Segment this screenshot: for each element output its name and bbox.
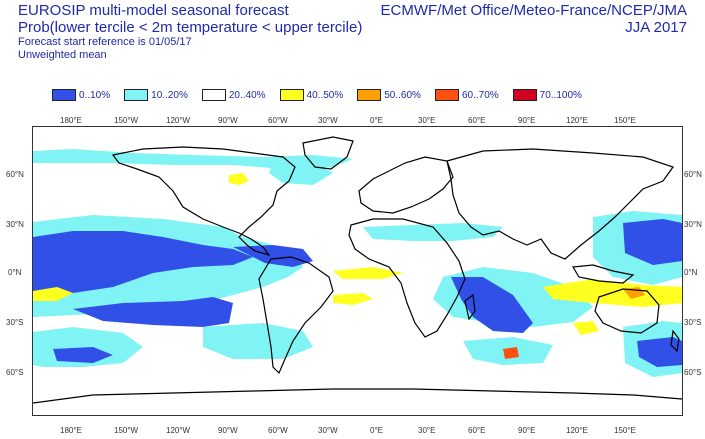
lat-tick-right: 30°S (684, 318, 702, 327)
lat-tick-left: 30°S (6, 318, 24, 327)
legend-item: 70..100% (512, 89, 582, 101)
shade-blue (33, 231, 253, 295)
lon-tick-bottom: 150°E (614, 426, 636, 435)
legend-item: 60..70% (434, 89, 499, 101)
lon-tick-bottom: 180°E (60, 426, 82, 435)
lat-tick-left: 60°S (6, 368, 24, 377)
coastline-new-zealand (670, 329, 680, 353)
shade-blue (451, 277, 533, 333)
coastlines (33, 136, 682, 404)
legend-label: 0..10% (79, 89, 111, 101)
probability-shading (33, 149, 682, 377)
lat-tick-right: 60°N (684, 170, 702, 179)
shade-yellow (333, 267, 403, 279)
legend-label: 20..40% (228, 89, 266, 101)
coastline-madagascar (464, 293, 476, 321)
lat-tick-right: 0°N (684, 268, 698, 277)
lon-tick-top: 30°W (318, 116, 338, 125)
legend-swatch (279, 89, 304, 101)
coastline-greenland (302, 136, 354, 170)
coastline-australia (594, 288, 660, 334)
shade-yellow (573, 321, 599, 335)
season-label: JJA 2017 (625, 19, 687, 36)
legend-item: 0..10% (52, 89, 110, 101)
lon-tick-bottom: 90°W (218, 426, 238, 435)
legend-swatch (512, 89, 537, 101)
map-svg (33, 136, 682, 404)
legend-swatch (201, 89, 226, 101)
lon-tick-bottom: 0°E (370, 426, 383, 435)
coastline-antarctica (33, 388, 682, 404)
lon-tick-bottom: 120°E (566, 426, 588, 435)
lon-tick-top: 90°E (518, 116, 536, 125)
lon-tick-bottom: 90°E (518, 426, 536, 435)
lat-tick-right: 60°S (684, 368, 702, 377)
lon-tick-top: 120°E (566, 116, 588, 125)
color-legend: 0..10% 10..20% 20..40% 40..50% 50..60% 6… (52, 89, 596, 101)
coastline-europe (358, 156, 454, 214)
forecast-reference: Forecast start reference is 01/05/17 (18, 36, 192, 48)
coastline-north-america (111, 146, 296, 257)
shade-blue (623, 219, 682, 265)
coastline-indonesia (571, 264, 635, 284)
lon-tick-top: 60°W (268, 116, 288, 125)
shade-yellow (333, 293, 373, 305)
legend-swatch (357, 89, 382, 101)
shade-blue (73, 297, 233, 327)
title-right: ECMWF/Met Office/Meteo-France/NCEP/JMA J… (381, 2, 687, 36)
legend-swatch (52, 89, 76, 101)
lat-tick-left: 0°N (8, 268, 22, 277)
lon-tick-bottom: 120°W (166, 426, 191, 435)
legend-swatch (434, 89, 459, 101)
shade-cyan (363, 223, 503, 241)
weighting-note: Unweighted mean (18, 49, 107, 61)
lon-tick-bottom: 30°E (418, 426, 436, 435)
lon-tick-top: 150°W (114, 116, 139, 125)
centres-label: ECMWF/Met Office/Meteo-France/NCEP/JMA (380, 2, 687, 19)
shade-cyan (203, 323, 313, 359)
shade-yellow (229, 173, 249, 185)
shade-blue (53, 347, 113, 363)
legend-label: 10..20% (151, 89, 188, 101)
lon-tick-bottom: 60°E (468, 426, 486, 435)
shade-red (503, 347, 519, 359)
lat-tick-left: 60°N (6, 170, 24, 179)
title-block: EUROSIP multi-model seasonal forecast Pr… (18, 2, 362, 62)
legend-label: 70..100% (539, 89, 582, 101)
lon-tick-top: 90°W (218, 116, 238, 125)
map-panel (32, 126, 683, 416)
map-subtitle: Prob(lower tercile < 2m temperature < up… (18, 19, 363, 36)
legend-item: 20..40% (201, 89, 266, 101)
lon-tick-top: 30°E (418, 116, 436, 125)
lon-tick-top: 150°E (614, 116, 636, 125)
lon-tick-bottom: 30°W (318, 426, 338, 435)
legend-label: 40..50% (306, 89, 344, 101)
lat-tick-right: 30°N (684, 220, 702, 229)
lon-tick-top: 180°E (60, 116, 82, 125)
shade-yellow (33, 287, 73, 301)
lon-tick-top: 60°E (468, 116, 486, 125)
legend-label: 60..70% (461, 89, 499, 101)
legend-swatch (124, 89, 149, 101)
map-title: EUROSIP multi-model seasonal forecast (18, 2, 289, 19)
lat-tick-left: 30°N (6, 220, 24, 229)
legend-item: 10..20% (124, 89, 188, 101)
legend-item: 40..50% (279, 89, 344, 101)
lon-tick-top: 120°W (166, 116, 191, 125)
coastline-asia (446, 148, 674, 260)
lon-tick-top: 0°E (370, 116, 383, 125)
lon-tick-bottom: 150°W (114, 426, 139, 435)
legend-label: 50..60% (384, 89, 421, 101)
shade-blue (233, 245, 313, 267)
lon-tick-bottom: 60°W (268, 426, 288, 435)
legend-item: 50..60% (357, 89, 421, 101)
coastline-south-america (258, 256, 334, 375)
coastline-africa (348, 218, 466, 338)
